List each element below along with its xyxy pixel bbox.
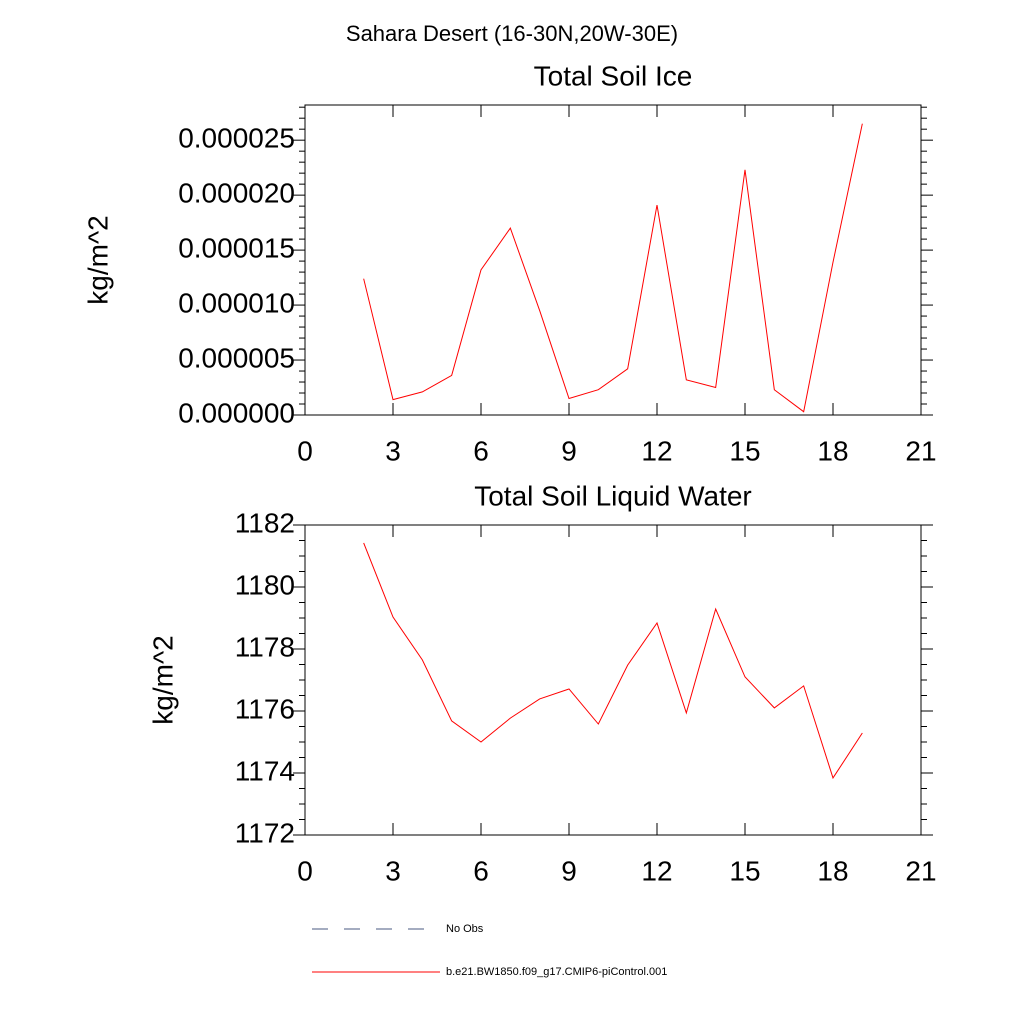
x-tick-label: 15 [729,435,760,466]
y-tick-label: 0.000005 [178,342,295,373]
x-tick-label: 12 [641,435,672,466]
y-axis-label: kg/m^2 [82,215,113,304]
y-tick-label: 0.000010 [178,287,295,318]
y-tick-label: 1182 [235,507,295,538]
y-tick-label: 1176 [235,693,295,724]
x-tick-label: 12 [641,855,672,886]
y-tick-label: 1178 [235,631,295,662]
y-tick-label: 1180 [235,569,295,600]
y-axis-label: kg/m^2 [147,635,178,724]
x-tick-label: 9 [561,855,577,886]
x-tick-label: 6 [473,855,489,886]
figure-title: Sahara Desert (16-30N,20W-30E) [346,21,678,46]
y-tick-label: 1172 [235,817,295,848]
y-tick-label: 0.000020 [178,178,295,209]
x-tick-label: 15 [729,855,760,886]
x-tick-label: 0 [297,435,313,466]
x-tick-label: 18 [817,435,848,466]
data-line [363,123,863,413]
x-tick-label: 18 [817,855,848,886]
y-tick-label: 0.000000 [178,397,295,428]
plot-frame [304,524,922,836]
panel-title: Total Soil Ice [534,60,693,91]
x-tick-label: 21 [905,435,936,466]
legend-label: b.e21.BW1850.f09_g17.CMIP6-piControl.001 [446,966,667,978]
panel-title: Total Soil Liquid Water [474,480,752,511]
y-tick-label: 0.000015 [178,232,295,263]
x-tick-label: 3 [385,855,401,886]
plot-frame [304,104,922,416]
y-tick-label: 0.000025 [178,123,295,154]
x-tick-label: 3 [385,435,401,466]
x-tick-label: 0 [297,855,313,886]
legend-label: No Obs [446,923,484,935]
y-tick-label: 1174 [235,755,295,786]
x-tick-label: 6 [473,435,489,466]
x-tick-label: 9 [561,435,577,466]
data-line [363,542,863,780]
x-tick-label: 21 [905,855,936,886]
